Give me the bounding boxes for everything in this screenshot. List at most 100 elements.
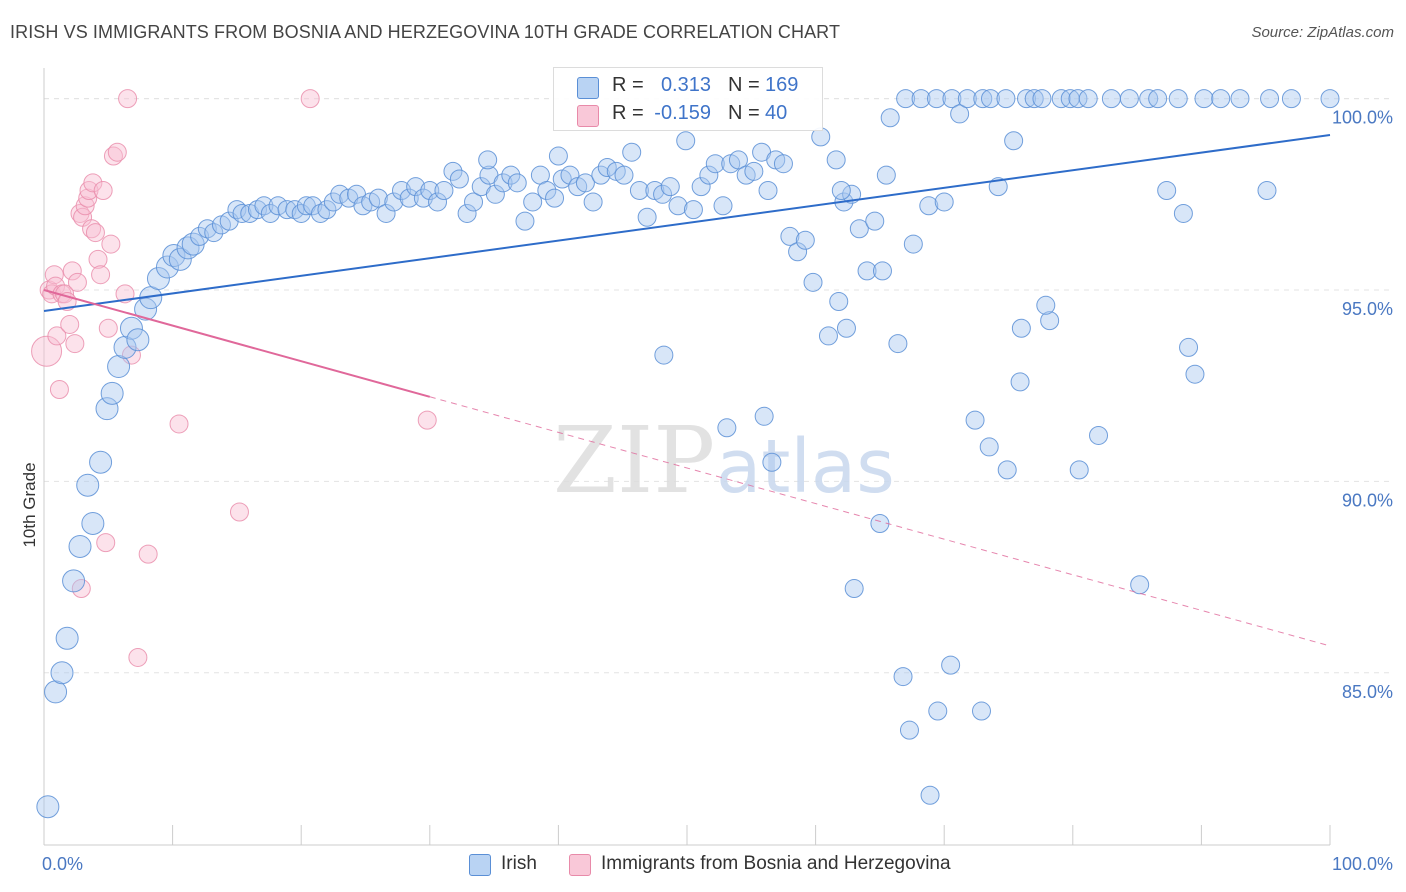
bosnia-point xyxy=(115,284,135,304)
irish-point xyxy=(911,89,931,109)
irish-point xyxy=(107,355,131,379)
irish-point xyxy=(934,192,954,212)
bosnia-legend-label: Immigrants from Bosnia and Herzegovina xyxy=(601,853,951,874)
irish-point xyxy=(443,161,463,181)
irish-point xyxy=(857,261,877,281)
irish-point xyxy=(965,410,985,430)
irish-point xyxy=(744,161,764,181)
bosnia-point xyxy=(103,146,123,166)
irish-point xyxy=(865,211,885,231)
bosnia-point xyxy=(88,249,108,269)
irish-point xyxy=(903,234,923,254)
irish-trend-line xyxy=(43,133,1331,313)
irish-point xyxy=(660,177,680,197)
bosnia-trend-extension xyxy=(429,396,1331,647)
irish-point xyxy=(614,165,634,185)
irish-point xyxy=(919,196,939,216)
bosnia-point xyxy=(67,272,87,292)
irish-point xyxy=(876,165,896,185)
legend-r-value: 0.313 xyxy=(660,74,711,96)
irish-swatch xyxy=(577,77,599,99)
irish-point xyxy=(762,452,782,472)
chart-title: IRISH VS IMMIGRANTS FROM BOSNIA AND HERZ… xyxy=(10,22,841,42)
irish-point xyxy=(1211,89,1231,109)
irish-point xyxy=(836,318,856,338)
irish-point xyxy=(413,188,433,208)
irish-point xyxy=(323,192,343,212)
bosnia-point xyxy=(107,142,127,162)
irish-point xyxy=(717,418,737,438)
irish-point xyxy=(190,226,210,246)
x-tick-label: 0.0% xyxy=(42,854,83,874)
watermark: ZIP atlas xyxy=(553,407,895,514)
irish-point xyxy=(1011,318,1031,338)
irish-point xyxy=(1168,89,1188,109)
irish-point xyxy=(76,473,100,497)
irish-point xyxy=(434,180,454,200)
irish-point xyxy=(1320,89,1340,109)
irish-point xyxy=(691,177,711,197)
irish-point xyxy=(100,381,124,405)
irish-point xyxy=(457,203,477,223)
irish-point xyxy=(754,406,774,426)
irish-point xyxy=(654,345,674,365)
bosnia-trend-line xyxy=(43,289,431,398)
irish-point xyxy=(996,89,1016,109)
irish-point xyxy=(988,177,1008,197)
legend-r-label: R = xyxy=(612,74,644,96)
bosnia-point xyxy=(169,414,189,434)
irish-point xyxy=(1257,180,1277,200)
legend-row-irish: R = 0.313 N = 169 xyxy=(554,72,822,100)
irish-point xyxy=(780,226,800,246)
tick-labels: 85.0% 90.0% 95.0% 100.0% 0.0% 100.0% xyxy=(42,108,1393,874)
irish-point xyxy=(893,667,913,687)
irish-point xyxy=(758,180,778,200)
irish-point xyxy=(485,184,505,204)
irish-point xyxy=(1157,180,1177,200)
bosnia-point xyxy=(83,173,103,193)
irish-point xyxy=(1032,89,1052,109)
irish-point xyxy=(162,244,186,268)
irish-point xyxy=(1130,575,1150,595)
bosnia-point xyxy=(128,647,148,667)
bosnia-point xyxy=(91,265,111,285)
irish-point xyxy=(515,211,535,231)
bosnia-point xyxy=(138,544,158,564)
bosnia-point xyxy=(60,314,80,334)
irish-point xyxy=(50,661,74,685)
bosnia-point xyxy=(78,188,98,208)
irish-point xyxy=(368,188,388,208)
y-tick-label: 90.0% xyxy=(1342,490,1393,510)
irish-point xyxy=(449,169,469,189)
irish-point xyxy=(62,569,86,593)
axes xyxy=(43,68,1331,846)
irish-point xyxy=(1040,311,1060,331)
irish-point xyxy=(1281,89,1301,109)
irish-point xyxy=(1068,89,1088,109)
irish-point xyxy=(1260,89,1280,109)
irish-point xyxy=(95,397,119,421)
irish-point xyxy=(920,785,940,805)
bosnia-point xyxy=(98,318,118,338)
trend-lines xyxy=(43,133,1331,647)
irish-point xyxy=(155,255,179,279)
irish-point xyxy=(113,335,137,359)
irish-point xyxy=(583,192,603,212)
irish-point xyxy=(957,89,977,109)
irish-point xyxy=(788,242,808,262)
bosnia-swatch xyxy=(577,105,599,127)
legend-n-value: 40 xyxy=(765,102,788,124)
irish-point xyxy=(971,701,991,721)
legend-row-bosnia: R = -0.159 N = 40 xyxy=(554,100,822,128)
source-label: Source: ZipAtlas.com xyxy=(1251,24,1394,41)
legend-n-label: N = xyxy=(728,102,760,124)
y-tick-label: 95.0% xyxy=(1342,299,1393,319)
watermark-atlas: atlas xyxy=(716,424,895,510)
bosnia-point xyxy=(96,533,116,553)
y-tick-label: 100.0% xyxy=(1332,108,1393,128)
irish-point xyxy=(89,450,113,474)
irish-point xyxy=(303,196,323,216)
irish-point xyxy=(1119,89,1139,109)
bosnia-point xyxy=(229,502,249,522)
